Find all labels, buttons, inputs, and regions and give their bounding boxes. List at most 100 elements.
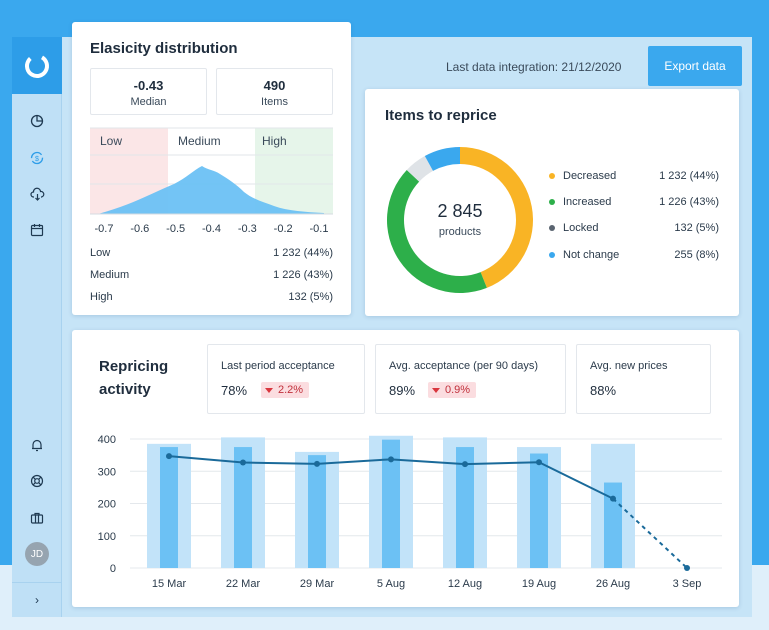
activity-title-line1: Repricing bbox=[99, 358, 169, 375]
elasticity-tick-label: -0.5 bbox=[166, 223, 185, 235]
trend-point[interactable] bbox=[684, 565, 690, 571]
metric-avg-new-prices: Avg. new prices 88% bbox=[576, 344, 711, 414]
median-kpi: -0.43 Median bbox=[90, 68, 207, 115]
dist-row-medium: Medium 1 226 (43%) bbox=[90, 269, 333, 281]
metric-change-badge: 0.9% bbox=[428, 382, 477, 398]
items-to-reprice-card: Items to reprice 2 845 products Decrease… bbox=[365, 89, 739, 316]
bar-inner[interactable] bbox=[234, 447, 252, 568]
elasticity-tick-label: -0.2 bbox=[274, 223, 293, 235]
items-kpi: 490 Items bbox=[216, 68, 333, 115]
zone-label-medium: Medium bbox=[178, 134, 221, 148]
arrow-down-icon bbox=[265, 387, 273, 393]
sidebar-item-repricing[interactable]: $ bbox=[25, 146, 49, 170]
items-value: 490 bbox=[263, 78, 286, 93]
cloud-download-icon bbox=[29, 187, 44, 201]
y-tick-label: 200 bbox=[98, 499, 116, 511]
bar-inner[interactable] bbox=[456, 447, 474, 568]
reprice-donut: 2 845 products bbox=[387, 147, 533, 293]
repricing-activity-chart: 0 100 200 300 400 15 Mar 22 Mar 29 Mar 5 Aug 12 A… bbox=[98, 434, 722, 590]
bar-inner[interactable] bbox=[382, 439, 400, 568]
elasticity-tick-label: -0.1 bbox=[310, 223, 329, 235]
trend-point[interactable] bbox=[462, 461, 468, 468]
sidebar-item-briefcase[interactable] bbox=[25, 506, 49, 530]
legend-label: Not change bbox=[563, 249, 620, 261]
donut-segment-locked[interactable] bbox=[406, 156, 434, 182]
avatar[interactable]: JD bbox=[25, 542, 49, 566]
metric-title: Avg. new prices bbox=[590, 360, 668, 372]
svg-text:$: $ bbox=[35, 156, 39, 163]
distribution-curve bbox=[98, 166, 324, 214]
last-data-integration: Last data integration: 21/12/2020 bbox=[446, 60, 622, 74]
calendar-icon bbox=[30, 224, 44, 237]
sidebar-item-downloads[interactable] bbox=[25, 182, 49, 206]
trend-line-projection bbox=[612, 497, 688, 569]
median-value: -0.43 bbox=[133, 78, 164, 93]
sidebar: $ JD › bbox=[12, 37, 62, 617]
legend-dot bbox=[549, 225, 555, 231]
zone-label-low: Low bbox=[100, 134, 122, 148]
metric-value: 78% bbox=[221, 383, 248, 398]
zone-label-high: High bbox=[262, 134, 287, 148]
items-label: Items bbox=[261, 96, 288, 108]
elasticity-tick-label: -0.4 bbox=[202, 223, 221, 235]
sidebar-item-notifications[interactable] bbox=[25, 433, 49, 457]
elasticity-histogram: Low Medium High -0.7 -0.6 -0.5 -0.4 -0.3 -0.2… bbox=[90, 127, 333, 235]
metric-value: 89% bbox=[389, 383, 416, 398]
legend-value: 255 (8%) bbox=[674, 249, 719, 261]
x-tick-label: 29 Mar bbox=[300, 578, 335, 590]
elasticity-title: Elasicity distribution bbox=[90, 40, 238, 57]
lifebuoy-icon bbox=[30, 474, 44, 488]
dist-row-value: 1 226 (43%) bbox=[273, 269, 333, 281]
bar-inner[interactable] bbox=[604, 482, 622, 568]
metric-change: 2.2% bbox=[278, 384, 304, 396]
repricing-cycle-icon: $ bbox=[30, 151, 44, 165]
bar-inner[interactable] bbox=[160, 447, 178, 568]
legend-not-change: Not change 255 (8%) bbox=[549, 249, 719, 261]
sidebar-expand-button[interactable]: › bbox=[12, 582, 62, 617]
trend-point[interactable] bbox=[314, 460, 320, 467]
reprice-title: Items to reprice bbox=[385, 107, 497, 124]
metric-title: Avg. acceptance (per 90 days) bbox=[389, 360, 538, 372]
donut-segment-not-change[interactable] bbox=[424, 147, 460, 171]
trend-point[interactable] bbox=[240, 459, 246, 466]
bar-inner[interactable] bbox=[308, 455, 326, 568]
metric-value: 88% bbox=[590, 383, 617, 398]
legend-decreased: Decreased 1 232 (44%) bbox=[549, 170, 719, 182]
sidebar-item-help[interactable] bbox=[25, 469, 49, 493]
legend-value: 1 226 (43%) bbox=[659, 196, 719, 208]
bell-icon bbox=[32, 439, 42, 452]
donut-segment-increased[interactable] bbox=[387, 170, 487, 293]
trend-point[interactable] bbox=[610, 495, 616, 502]
trend-point[interactable] bbox=[536, 459, 542, 466]
activity-title: Repricing activity bbox=[99, 355, 168, 401]
donut-segment-decreased[interactable] bbox=[460, 147, 533, 288]
logo-ring-icon bbox=[25, 53, 49, 78]
sidebar-item-dashboard[interactable] bbox=[25, 109, 49, 133]
x-tick-label: 3 Sep bbox=[673, 578, 702, 590]
legend-locked: Locked 132 (5%) bbox=[549, 222, 719, 234]
elasticity-distribution-card: Elasicity distribution -0.43 Median 490 … bbox=[72, 22, 351, 315]
trend-point[interactable] bbox=[166, 453, 172, 460]
y-tick-label: 300 bbox=[98, 466, 116, 478]
legend-dot bbox=[549, 173, 555, 179]
legend-dot bbox=[549, 199, 555, 205]
logo[interactable] bbox=[12, 37, 62, 94]
briefcase-icon bbox=[30, 512, 44, 524]
metric-last-period: Last period acceptance 78% 2.2% bbox=[207, 344, 365, 414]
x-tick-label: 12 Aug bbox=[448, 578, 482, 590]
y-tick-label: 0 bbox=[110, 563, 116, 575]
export-data-button[interactable]: Export data bbox=[648, 46, 742, 86]
sidebar-item-calendar[interactable] bbox=[25, 218, 49, 242]
chevron-right-icon: › bbox=[35, 593, 39, 607]
dist-row-label: High bbox=[90, 291, 113, 303]
repricing-activity-card: Repricing activity Last period acceptanc… bbox=[72, 330, 739, 607]
metric-change: 0.9% bbox=[445, 384, 471, 396]
trend-point[interactable] bbox=[388, 456, 394, 463]
legend-dot bbox=[549, 252, 555, 258]
bar-inner[interactable] bbox=[530, 453, 548, 568]
x-tick-label: 15 Mar bbox=[152, 578, 187, 590]
x-tick-label: 26 Aug bbox=[596, 578, 630, 590]
arrow-down-icon bbox=[432, 387, 440, 393]
dist-row-label: Low bbox=[90, 247, 111, 259]
activity-title-line2: activity bbox=[99, 381, 151, 398]
